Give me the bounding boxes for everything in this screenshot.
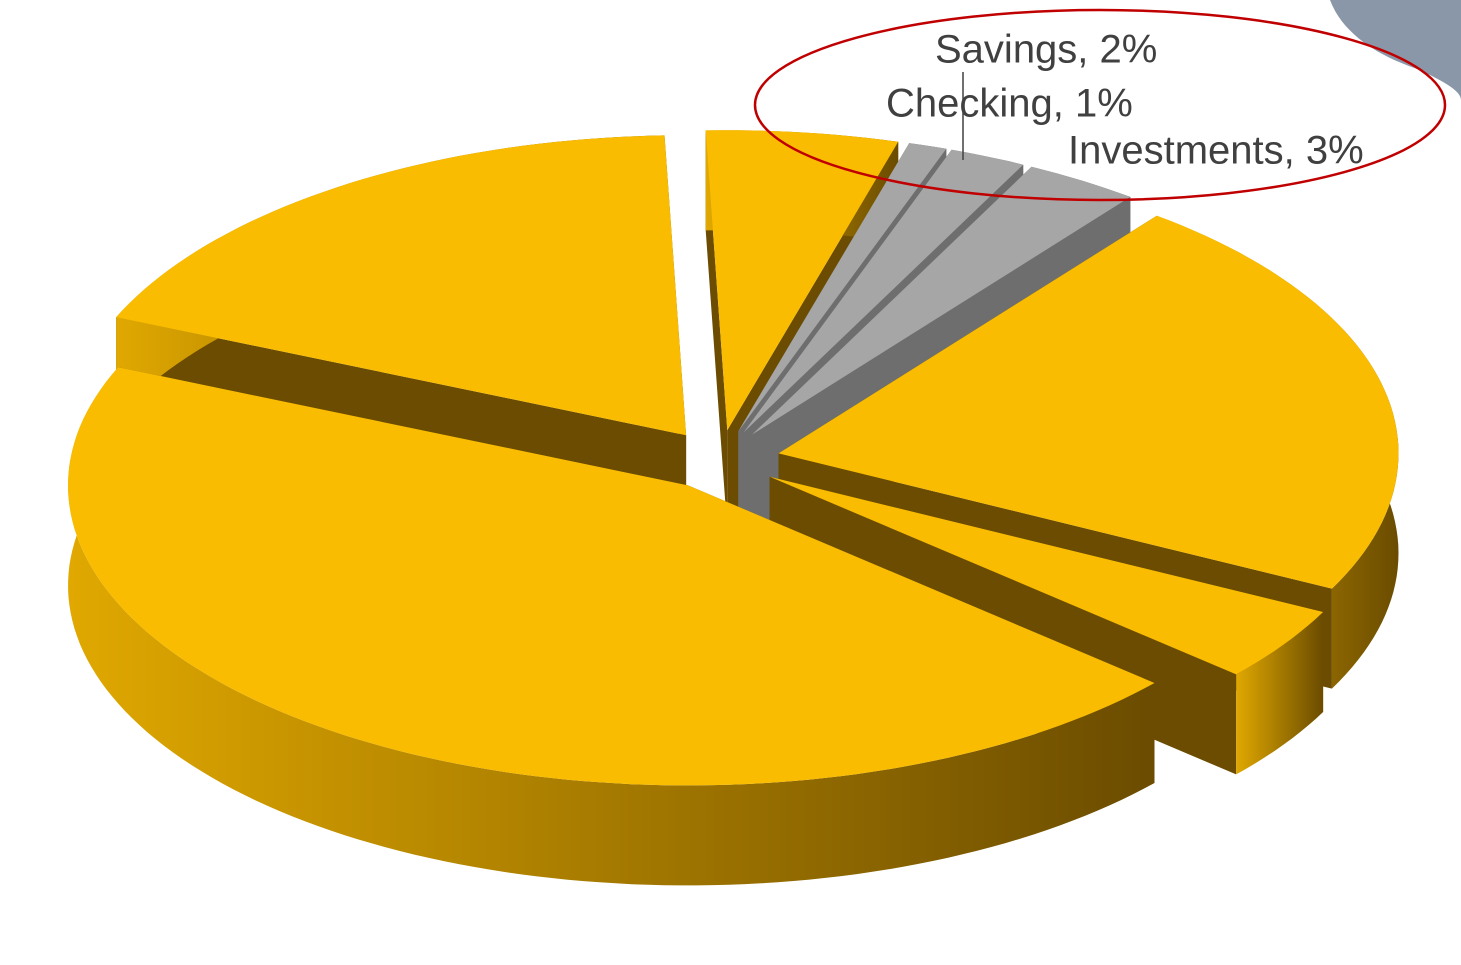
slice xyxy=(778,215,1399,589)
photo-fragment xyxy=(1330,0,1461,100)
slice xyxy=(738,143,947,432)
slice xyxy=(769,476,1324,675)
slice-radial-wall xyxy=(705,130,728,531)
slice-outer-wall xyxy=(68,367,1155,886)
slice xyxy=(752,166,1131,435)
slice xyxy=(705,130,899,431)
pie xyxy=(68,130,1399,886)
highlight-ellipse xyxy=(753,8,1447,202)
slice xyxy=(743,149,1024,433)
data-label: Checking, 1% xyxy=(886,82,1133,126)
slice xyxy=(116,135,687,436)
data-label: Savings, 2% xyxy=(935,28,1157,72)
slice xyxy=(68,367,1155,786)
data-labels: Checking, 1% Savings, 2% Investments, 3% xyxy=(886,28,1364,173)
data-label: Investments, 3% xyxy=(1068,129,1364,173)
slice-outer-wall xyxy=(1236,612,1324,775)
